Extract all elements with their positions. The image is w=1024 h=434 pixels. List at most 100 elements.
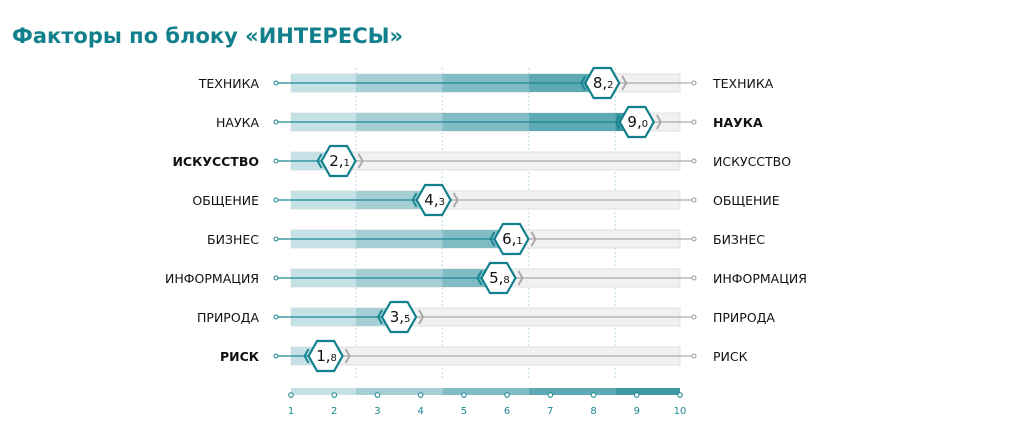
line-start-dot	[273, 236, 279, 242]
scale-tick-label: 5	[461, 406, 467, 417]
line-end-dot	[691, 80, 697, 86]
value-label: 6,1	[502, 230, 523, 248]
left-chevron-icon	[376, 309, 383, 325]
scale-tick-dot	[504, 392, 510, 398]
chart-title: Факторы по блоку «ИНТЕРЕСЫ»	[12, 24, 404, 48]
chart-row: 1,8 РИСК РИСК	[220, 339, 748, 373]
value-dec: 8	[503, 275, 509, 286]
scale-tick-dot	[331, 392, 338, 398]
scale-tick-label: 1	[288, 406, 294, 417]
line-start-dot	[273, 158, 279, 164]
row-label-right: ПРИРОДА	[713, 310, 775, 325]
row-label-left: НАУКА	[216, 115, 259, 130]
scale-tick-label: 9	[634, 406, 640, 417]
row-label-right: ТЕХНИКА	[712, 76, 774, 91]
right-chevron-icon	[530, 231, 537, 247]
scale-segment	[291, 388, 356, 395]
right-chevron-icon	[517, 270, 524, 286]
right-chevron-icon	[452, 192, 459, 208]
value-dec: 5	[404, 314, 410, 325]
scale-segment	[442, 388, 529, 395]
line-start-dot	[273, 353, 279, 359]
right-chevron-icon	[418, 309, 425, 325]
value-label: 3,5	[390, 308, 411, 326]
scale-tick-label: 3	[374, 406, 380, 417]
line-start-dot	[273, 314, 279, 320]
chart-row: 2,1 ИСКУССТВО ИСКУССТВО	[172, 144, 791, 178]
row-label-right: ОБЩЕНИЕ	[713, 193, 780, 208]
line-end-dot	[691, 158, 697, 164]
line-start-dot	[273, 80, 279, 86]
value-hexagon	[307, 339, 344, 373]
row-label-left: ИСКУССТВО	[172, 154, 259, 169]
scale-tick-dot	[590, 392, 597, 398]
scale-tick-dot	[461, 392, 467, 398]
scale-tick-dot	[677, 392, 683, 398]
value-hexagon	[320, 144, 357, 178]
scale-tick-dot	[374, 392, 381, 398]
line-end-dot	[691, 353, 697, 359]
value-dec: 3	[439, 197, 445, 208]
left-chevron-icon	[303, 348, 310, 364]
value-label: 2,1	[329, 152, 350, 170]
value-dec: 2	[607, 80, 613, 91]
value-int: 1,	[316, 347, 330, 365]
left-chevron-icon	[614, 114, 621, 130]
line-end-dot	[691, 275, 697, 281]
value-dec: 8	[331, 353, 337, 364]
right-chevron-icon	[357, 153, 364, 169]
value-hexagon	[415, 183, 452, 217]
line-start-dot	[273, 275, 279, 281]
chart-row: 6,1 БИЗНЕС БИЗНЕС	[207, 222, 765, 256]
left-chevron-icon	[411, 192, 418, 208]
value-dec: 1	[516, 236, 522, 247]
right-chevron-icon	[621, 75, 628, 91]
row-label-left: ТЕХНИКА	[198, 76, 260, 91]
chart-row: 4,3 ОБЩЕНИЕ ОБЩЕНИЕ	[192, 183, 780, 217]
row-label-right: НАУКА	[713, 115, 763, 130]
value-hexagon	[493, 222, 530, 256]
value-dec: 1	[344, 158, 350, 169]
scale-tick-label: 7	[547, 406, 553, 417]
scale-tick-label: 8	[590, 406, 596, 417]
line-end-dot	[691, 119, 697, 125]
row-label-right: РИСК	[713, 349, 748, 364]
value-int: 5,	[489, 269, 503, 287]
row-label-left: РИСК	[220, 349, 260, 364]
row-label-left: БИЗНЕС	[207, 232, 259, 247]
row-label-right: ИНФОРМАЦИЯ	[713, 271, 807, 286]
chart-row: 8,2 ТЕХНИКА ТЕХНИКА	[198, 66, 774, 100]
scale-tick-dot	[633, 392, 640, 398]
scale-segment	[615, 388, 680, 395]
value-hexagon	[380, 300, 418, 334]
scale-tick-dot	[417, 392, 424, 398]
value-label: 5,8	[489, 269, 510, 287]
line-start-dot	[273, 197, 279, 203]
value-int: 6,	[502, 230, 516, 248]
left-chevron-icon	[316, 153, 323, 169]
row-label-right: ИСКУССТВО	[713, 154, 791, 169]
row-label-left: ПРИРОДА	[197, 310, 259, 325]
value-hexagon	[618, 105, 656, 139]
scale-tick-dot	[547, 392, 554, 398]
value-int: 3,	[390, 308, 404, 326]
chart-row: 3,5 ПРИРОДА ПРИРОДА	[197, 300, 775, 334]
value-hexagon	[583, 66, 621, 100]
value-int: 9,	[627, 113, 641, 131]
value-hexagon	[480, 261, 517, 295]
value-dec: 0	[642, 119, 648, 130]
left-chevron-icon	[580, 75, 587, 91]
row-label-right: БИЗНЕС	[713, 232, 765, 247]
right-chevron-icon	[655, 114, 662, 130]
value-label: 8,2	[593, 74, 614, 92]
value-int: 8,	[593, 74, 607, 92]
chart-row: 9,0 НАУКА НАУКА	[216, 105, 763, 139]
value-label: 9,0	[627, 113, 648, 131]
scale-tick-dot	[288, 392, 294, 398]
value-label: 1,8	[316, 347, 337, 365]
scale-tick-label: 4	[417, 406, 423, 417]
scale-tick-label: 2	[331, 406, 337, 417]
line-end-dot	[691, 236, 697, 242]
value-int: 4,	[424, 191, 438, 209]
